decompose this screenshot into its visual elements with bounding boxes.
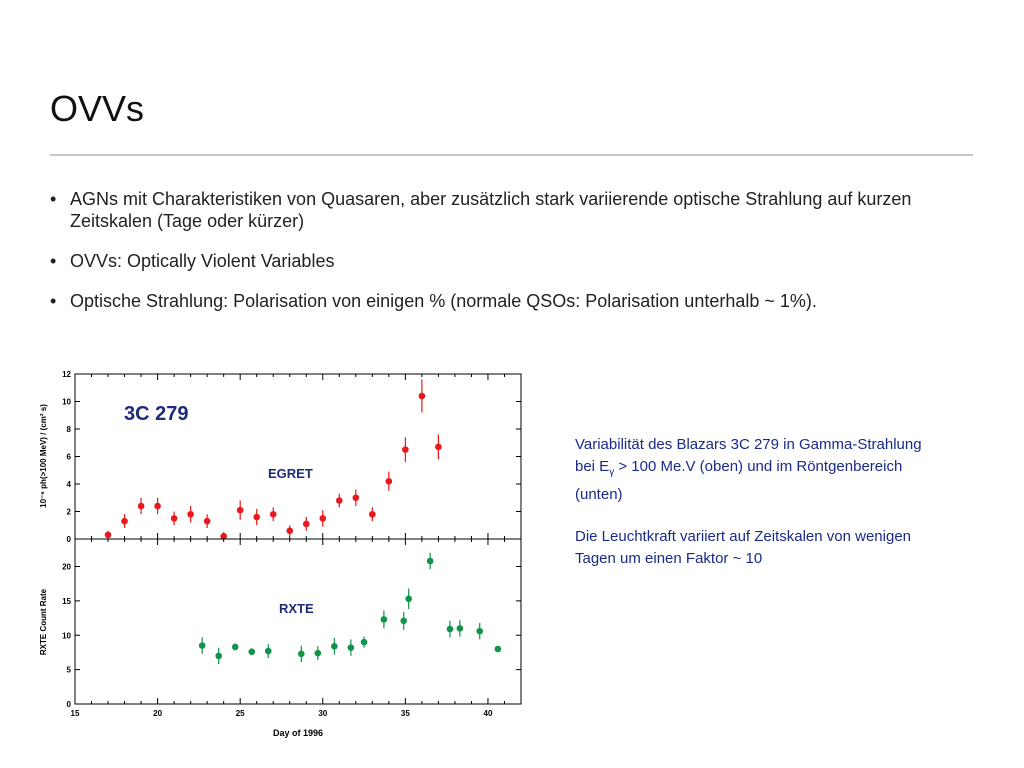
egret-data-point <box>269 510 277 518</box>
egret-y-tick-label: 10 <box>62 398 71 407</box>
egret-data-point <box>121 517 128 525</box>
x-tick-label: 20 <box>153 709 162 718</box>
caption-paragraph-2: Die Leuchtkraft variiert auf Zeitskalen … <box>575 528 912 567</box>
egret-data-point <box>302 520 310 528</box>
rxte-y-axis-label: RXTE Count Rate <box>39 588 48 655</box>
egret-y-axis-label: 10⁻⁶ ph(>100 MeV) / (cm² s) <box>39 404 48 508</box>
rxte-data-point <box>264 647 272 655</box>
egret-data-point <box>335 497 343 504</box>
rxte-data-point <box>298 650 305 658</box>
egret-data-point <box>435 443 442 451</box>
figure-caption: Variabilität des Blazars 3C 279 in Gamma… <box>575 434 935 590</box>
egret-y-tick-label: 0 <box>67 535 72 544</box>
egret-y-tick-label: 12 <box>62 370 71 379</box>
rxte-data-point <box>231 643 239 651</box>
rxte-data-point <box>426 557 434 565</box>
bullet-item: • AGNs mit Charakteristiken von Quasaren… <box>50 188 980 232</box>
egret-data-point <box>369 510 376 518</box>
caption-subscript: γ <box>609 467 615 478</box>
bullet-list: • AGNs mit Charakteristiken von Quasaren… <box>50 188 980 330</box>
x-tick-label: 25 <box>236 709 245 718</box>
egret-data-point <box>286 527 294 535</box>
light-curve-chart: 3C 279 EGRET RXTE Day of 1996 10⁻⁶ ph(>1… <box>39 370 522 738</box>
egret-data-point <box>104 531 112 539</box>
rxte-data-point <box>331 642 338 650</box>
egret-data-point <box>253 513 261 521</box>
x-tick-label: 35 <box>401 709 410 718</box>
rxte-panel-label: RXTE <box>279 601 314 616</box>
x-tick-label: 40 <box>484 709 493 718</box>
egret-data-point <box>418 392 426 400</box>
egret-data-point <box>319 515 327 522</box>
rxte-data-point <box>456 625 464 632</box>
egret-panel-label: EGRET <box>268 466 313 481</box>
caption-paragraph-1: Variabilität des Blazars 3C 279 in Gamma… <box>575 434 935 506</box>
egret-data-point <box>137 502 145 510</box>
rxte-data-point <box>198 642 206 649</box>
rxte-y-tick-label: 5 <box>67 666 72 675</box>
egret-data-point <box>154 502 161 510</box>
egret-data-point <box>203 517 211 525</box>
rxte-data-point <box>494 645 502 653</box>
bullet-text: AGNs mit Charakteristiken von Quasaren, … <box>70 189 912 231</box>
rxte-y-tick-label: 20 <box>62 563 71 572</box>
bullet-text: Optische Strahlung: Polarisation von ein… <box>70 291 817 311</box>
rxte-data-point <box>405 595 412 603</box>
rxte-y-tick-label: 10 <box>62 631 71 640</box>
rxte-data-point <box>360 638 368 646</box>
rxte-y-tick-label: 0 <box>67 700 72 709</box>
rxte-data-point <box>215 652 223 660</box>
bullet-text: OVVs: Optically Violent Variables <box>70 251 335 271</box>
bullet-item: • OVVs: Optically Violent Variables <box>50 250 980 272</box>
egret-data-point <box>352 494 360 502</box>
rxte-data-point <box>476 627 484 635</box>
x-tick-label: 30 <box>318 709 327 718</box>
bullet-dot: • <box>50 291 57 311</box>
caption-text: > 100 Me.V (oben) und im Röntgenbereich … <box>575 458 903 503</box>
caption-text: Variabilität des Blazars 3C 279 in Gamma… <box>575 436 922 475</box>
egret-y-tick-label: 2 <box>67 508 72 517</box>
egret-y-tick-label: 6 <box>67 453 72 462</box>
egret-data-point <box>236 506 244 514</box>
rxte-data-point <box>446 625 454 633</box>
egret-y-tick-label: 4 <box>67 480 72 489</box>
egret-data-point <box>187 510 194 518</box>
slide-title: OVVs <box>50 88 145 129</box>
egret-data-point <box>385 477 393 485</box>
rxte-data-point <box>380 616 388 623</box>
rxte-data-point <box>248 648 256 656</box>
rxte-data-point <box>400 617 408 625</box>
egret-data-point <box>170 515 178 522</box>
egret-data-point <box>220 532 227 540</box>
bullet-dot: • <box>50 251 57 271</box>
rxte-y-tick-label: 15 <box>62 597 71 606</box>
rxte-panel-frame <box>74 538 522 705</box>
egret-data-point <box>402 446 409 453</box>
bullet-dot: • <box>50 189 57 209</box>
title-divider <box>50 154 973 156</box>
rxte-data-point <box>347 644 355 651</box>
rxte-data-point <box>314 649 322 657</box>
x-tick-label: 15 <box>71 709 80 718</box>
egret-panel-frame <box>74 373 522 540</box>
bullet-item: • Optische Strahlung: Polarisation von e… <box>50 290 980 312</box>
x-axis-label: Day of 1996 <box>273 728 323 738</box>
egret-y-tick-label: 8 <box>67 425 72 434</box>
chart-title: 3C 279 <box>124 403 189 425</box>
